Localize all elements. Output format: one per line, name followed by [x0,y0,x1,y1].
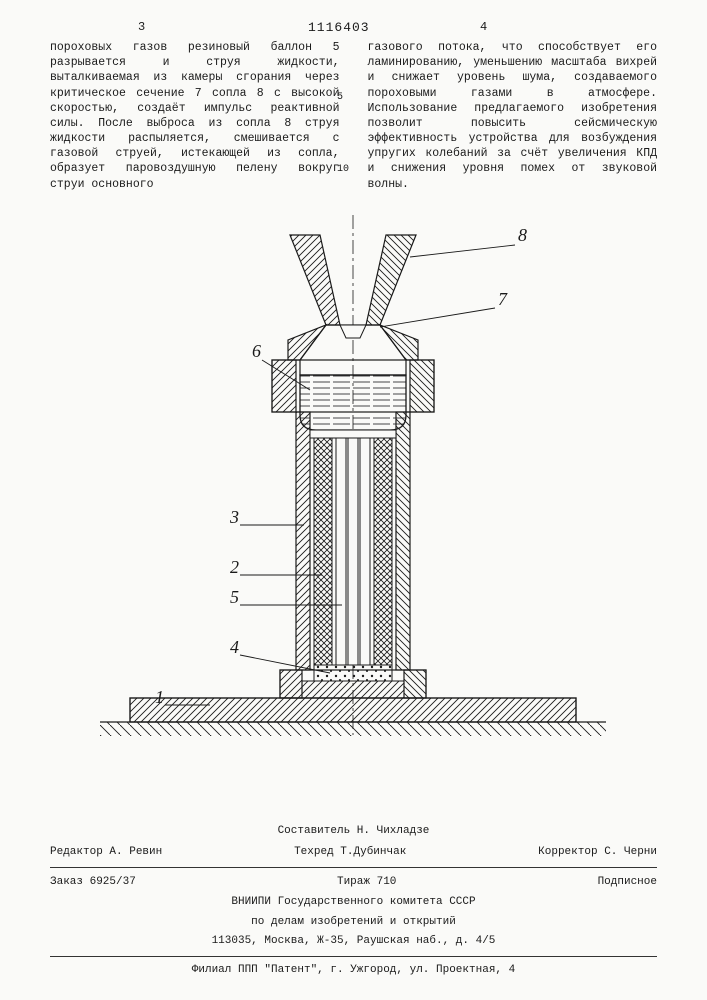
colophon: Составитель Н. Чихладзе Редактор А. Реви… [50,822,657,980]
figure-label-6: 6 [252,341,261,361]
figure-label-3: 3 [229,507,239,527]
igniter [314,665,392,681]
org-line-2: по делам изобретений и открытий [50,913,657,932]
divider [50,867,657,868]
figure-label-5: 5 [230,587,239,607]
corrector-label: Корректор [538,846,597,858]
figure-label-1: 1 [155,687,164,707]
col-number-left: 3 [138,20,145,34]
patent-page: 3 1116403 4 5 10 пороховых газов резинов… [0,0,707,1000]
corrector-name: С. Черни [604,846,657,858]
org-line-1: ВНИИПИ Государственного комитета СССР [50,893,657,912]
figure-label-4: 4 [230,637,239,657]
device-cross-section-svg: 1 2 3 4 5 6 7 8 [0,205,707,745]
text-columns: пороховых газов резиновый баллон 5 разры… [50,40,657,192]
editor-name: А. Ревин [109,846,162,858]
liquid-chamber [300,375,406,430]
combustion-tube [296,412,410,670]
base-plate [130,698,576,722]
figure-label-7: 7 [498,289,508,309]
order-number: Заказ 6925/37 [50,875,136,890]
technical-drawing: 1 2 3 4 5 6 7 8 [0,205,707,745]
compiler-name: Н. Чихладзе [357,825,430,837]
compiler-label: Составитель [278,825,351,837]
techred-label: Техред [294,846,334,858]
subscription: Подписное [598,875,657,890]
col-number-right: 4 [480,20,487,34]
techred-name: Т.Дубинчак [340,846,406,858]
branch-address: Филиал ППП "Патент", г. Ужгород, ул. Про… [50,961,657,980]
address-1: 113035, Москва, Ж-35, Раушская наб., д. … [50,932,657,951]
figure-label-2: 2 [230,557,239,577]
divider-2 [50,956,657,957]
left-column-text: пороховых газов резиновый баллон 5 разры… [50,40,340,192]
editor-label: Редактор [50,846,103,858]
right-column-text: газового потока, что способствует его ла… [368,40,658,192]
tirazh: Тираж 710 [337,875,396,890]
figure-label-8: 8 [518,225,527,245]
patent-number: 1116403 [308,20,370,35]
